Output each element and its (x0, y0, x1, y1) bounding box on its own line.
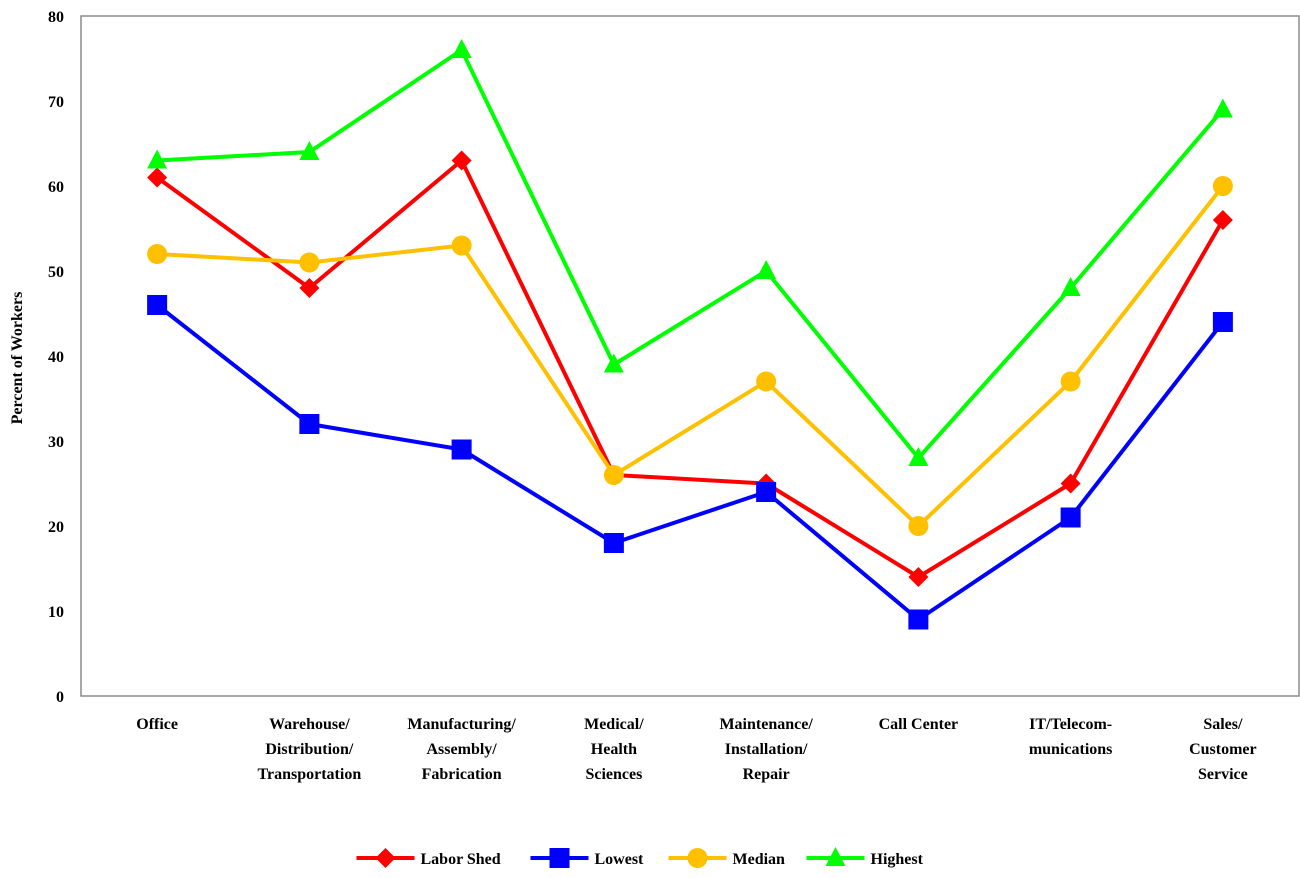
data-point-median (603, 465, 624, 485)
series-line-highest (157, 48, 1225, 460)
data-point-labor-shed (299, 278, 320, 298)
data-point-highest (756, 260, 777, 279)
x-tick-label: Warehouse/Distribution/Transportation (258, 716, 362, 783)
data-point-highest (147, 149, 168, 169)
legend-marker-lowest (549, 848, 570, 868)
data-point-median (756, 371, 777, 392)
data-point-lowest (147, 295, 168, 315)
data-point-lowest (756, 482, 777, 502)
legend-item-labor-shed: Labor Shed (356, 848, 501, 868)
legend-label-median: Median (733, 851, 786, 868)
y-tick-label: 70 (48, 94, 64, 111)
series-line-median (157, 184, 1225, 528)
data-point-labor-shed (908, 567, 929, 587)
legend: Labor Shed Lowest Median Highest (356, 847, 924, 868)
data-point-highest (451, 39, 472, 58)
y-tick-label: 40 (48, 349, 64, 366)
x-tick-label: Call Center (879, 716, 959, 733)
series-line-lowest (155, 303, 1225, 622)
y-tick-label: 50 (48, 264, 64, 281)
legend-item-median: Median (668, 848, 786, 868)
data-point-lowest (603, 533, 624, 553)
data-point-highest (1060, 277, 1081, 296)
y-tick-label: 10 (48, 604, 64, 621)
data-point-lowest (908, 609, 929, 630)
legend-label-labor-shed: Labor Shed (421, 851, 501, 868)
y-tick-label: 0 (56, 689, 64, 706)
x-tick-label: Manufacturing/Assembly/Fabrication (407, 716, 516, 783)
series-markers (147, 39, 1233, 630)
plot-area (80, 15, 1300, 697)
data-point-labor-shed (147, 167, 168, 188)
data-point-highest (908, 447, 929, 466)
data-point-lowest (451, 439, 472, 460)
data-point-median (1212, 176, 1233, 196)
legend-item-lowest: Lowest (530, 848, 645, 868)
data-point-median (1060, 371, 1081, 392)
data-point-lowest (1212, 312, 1233, 332)
x-tick-label: IT/Telecom-munications (1029, 716, 1113, 758)
y-axis-ticks: 0 10 20 30 40 50 60 70 80 (48, 9, 64, 706)
x-tick-label: Sales/Customer Service (1189, 716, 1257, 783)
data-point-highest (299, 141, 320, 160)
y-axis-label: Percent of Workers (9, 292, 26, 425)
legend-marker-labor-shed (375, 848, 396, 868)
x-tick-label: Office (136, 716, 178, 733)
legend-label-lowest: Lowest (595, 851, 645, 868)
legend-marker-median (687, 848, 708, 868)
y-tick-label: 80 (48, 9, 64, 26)
data-point-median (299, 252, 320, 273)
data-point-median (451, 235, 472, 256)
x-axis-ticks: Office Warehouse/Distribution/Transportat… (136, 716, 1256, 783)
y-tick-label: 20 (48, 519, 64, 536)
series-lines (155, 48, 1225, 622)
data-point-labor-shed (451, 150, 472, 171)
legend-marker-highest (825, 847, 846, 866)
data-point-labor-shed (1060, 473, 1081, 494)
data-point-lowest (299, 414, 320, 434)
x-tick-label: Maintenance/Installation/Repair (719, 716, 813, 783)
x-tick-label: Medical/Health Sciences (584, 716, 644, 783)
data-point-labor-shed (1212, 210, 1233, 230)
data-point-median (908, 516, 929, 536)
data-point-highest (603, 353, 624, 373)
series-line-labor-shed (155, 158, 1225, 579)
legend-label-highest: Highest (871, 851, 924, 868)
data-point-highest (1212, 98, 1233, 118)
data-point-lowest (1060, 507, 1081, 528)
y-tick-label: 60 (48, 179, 64, 196)
data-point-median (147, 244, 168, 264)
legend-item-highest: Highest (806, 847, 924, 868)
y-tick-label: 30 (48, 434, 64, 451)
